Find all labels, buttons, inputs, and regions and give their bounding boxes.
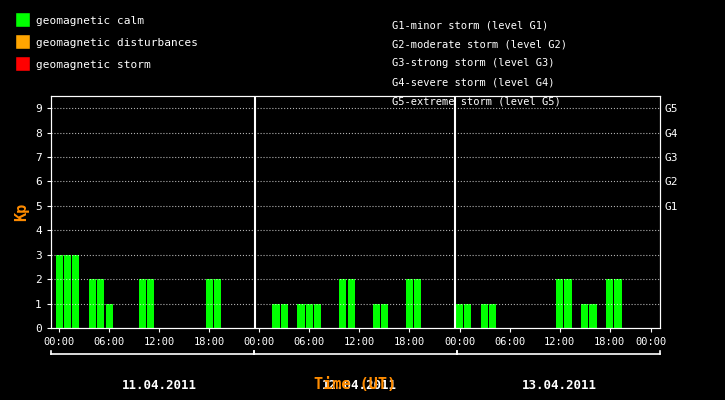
Bar xyxy=(72,255,79,328)
Bar xyxy=(381,304,388,328)
Bar xyxy=(306,304,313,328)
Text: G2-moderate storm (level G2): G2-moderate storm (level G2) xyxy=(392,39,566,49)
Bar xyxy=(373,304,380,328)
Bar xyxy=(615,279,621,328)
Bar xyxy=(481,304,488,328)
Text: Time (UT): Time (UT) xyxy=(314,377,397,392)
Bar xyxy=(314,304,321,328)
Bar xyxy=(273,304,280,328)
Y-axis label: Kp: Kp xyxy=(14,203,30,221)
Text: G1-minor storm (level G1): G1-minor storm (level G1) xyxy=(392,20,548,30)
Text: 12.04.2011: 12.04.2011 xyxy=(322,379,397,392)
Bar xyxy=(214,279,221,328)
Bar xyxy=(456,304,463,328)
Bar xyxy=(581,304,588,328)
Text: 13.04.2011: 13.04.2011 xyxy=(522,379,597,392)
Bar xyxy=(147,279,154,328)
Text: G4-severe storm (level G4): G4-severe storm (level G4) xyxy=(392,78,554,88)
Bar xyxy=(281,304,288,328)
Bar xyxy=(339,279,347,328)
Bar xyxy=(556,279,563,328)
Text: 11.04.2011: 11.04.2011 xyxy=(122,379,196,392)
Bar xyxy=(589,304,597,328)
Bar xyxy=(206,279,213,328)
Bar xyxy=(64,255,71,328)
Text: G3-strong storm (level G3): G3-strong storm (level G3) xyxy=(392,58,554,68)
Bar xyxy=(606,279,613,328)
Bar xyxy=(414,279,421,328)
Bar xyxy=(106,304,112,328)
Bar xyxy=(489,304,497,328)
Bar xyxy=(406,279,413,328)
Bar xyxy=(347,279,355,328)
Bar xyxy=(139,279,146,328)
Bar xyxy=(89,279,96,328)
Bar xyxy=(464,304,471,328)
Text: geomagnetic disturbances: geomagnetic disturbances xyxy=(36,38,198,48)
Text: geomagnetic calm: geomagnetic calm xyxy=(36,16,144,26)
Text: geomagnetic storm: geomagnetic storm xyxy=(36,60,151,70)
Bar xyxy=(97,279,104,328)
Bar xyxy=(297,304,304,328)
Bar xyxy=(565,279,571,328)
Text: G5-extreme storm (level G5): G5-extreme storm (level G5) xyxy=(392,97,560,107)
Bar xyxy=(56,255,62,328)
